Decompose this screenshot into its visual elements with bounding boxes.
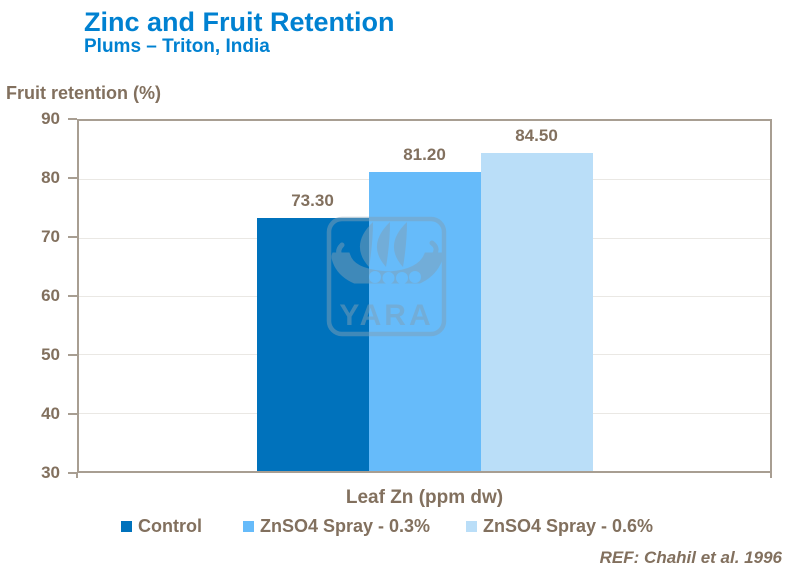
bar-value-label: 73.30 bbox=[291, 191, 334, 211]
y-axis-labels: 90 80 70 60 50 40 30 bbox=[0, 109, 60, 482]
x-axis-title: Leaf Zn (ppm dw) bbox=[345, 487, 504, 508]
y-tick-label-30: 30 bbox=[41, 463, 60, 482]
legend-label: ZnSO4 Spray - 0.3% bbox=[260, 516, 431, 536]
legend-swatch bbox=[243, 521, 254, 532]
y-tick-label-50: 50 bbox=[41, 345, 60, 364]
y-tick-mark-30 bbox=[68, 472, 77, 474]
y-tick-mark-40 bbox=[68, 413, 77, 415]
y-axis-tick-marks bbox=[68, 118, 77, 474]
y-tick-label-40: 40 bbox=[41, 404, 60, 423]
y-tick-label-70: 70 bbox=[41, 227, 60, 246]
y-tick-mark-80 bbox=[68, 177, 77, 179]
bars: 73.30 81.20 84.50 bbox=[79, 121, 770, 471]
legend-item-znso4-03: ZnSO4 Spray - 0.3% bbox=[243, 516, 430, 537]
y-tick-label-60: 60 bbox=[41, 286, 60, 305]
y-tick-mark-60 bbox=[68, 295, 77, 297]
bar-value-label: 81.20 bbox=[403, 145, 446, 165]
bar-znso4-spray-0-6-: 84.50 bbox=[480, 126, 593, 471]
bar-value-label: 84.50 bbox=[515, 126, 558, 146]
x-axis-tick-left bbox=[76, 473, 78, 478]
legend-label: Control bbox=[138, 516, 202, 536]
legend-item-control: Control bbox=[121, 516, 202, 537]
chart-subtitle: Plums – Triton, India bbox=[84, 36, 270, 57]
legend-swatch bbox=[466, 521, 477, 532]
bar-control: 73.30 bbox=[256, 191, 369, 471]
x-axis-tick-right bbox=[770, 473, 772, 478]
legend-item-znso4-06: ZnSO4 Spray - 0.6% bbox=[466, 516, 653, 537]
plot-area: 73.30 81.20 84.50 bbox=[77, 119, 772, 473]
reference-text: REF: Chahil et al. 1996 bbox=[599, 548, 782, 567]
y-axis-title: Fruit retention (%) bbox=[6, 83, 161, 103]
legend-label: ZnSO4 Spray - 0.6% bbox=[483, 516, 654, 536]
y-tick-mark-90 bbox=[68, 118, 77, 120]
bar-znso4-spray-0-3-: 81.20 bbox=[368, 145, 481, 471]
legend: Control ZnSO4 Spray - 0.3% ZnSO4 Spray -… bbox=[0, 516, 785, 540]
y-tick-label-80: 80 bbox=[41, 168, 60, 187]
y-tick-mark-50 bbox=[68, 354, 77, 356]
y-tick-mark-70 bbox=[68, 236, 77, 238]
legend-swatch bbox=[121, 521, 132, 532]
chart-title: Zinc and Fruit Retention bbox=[84, 7, 395, 37]
y-tick-label-90: 90 bbox=[41, 109, 60, 128]
